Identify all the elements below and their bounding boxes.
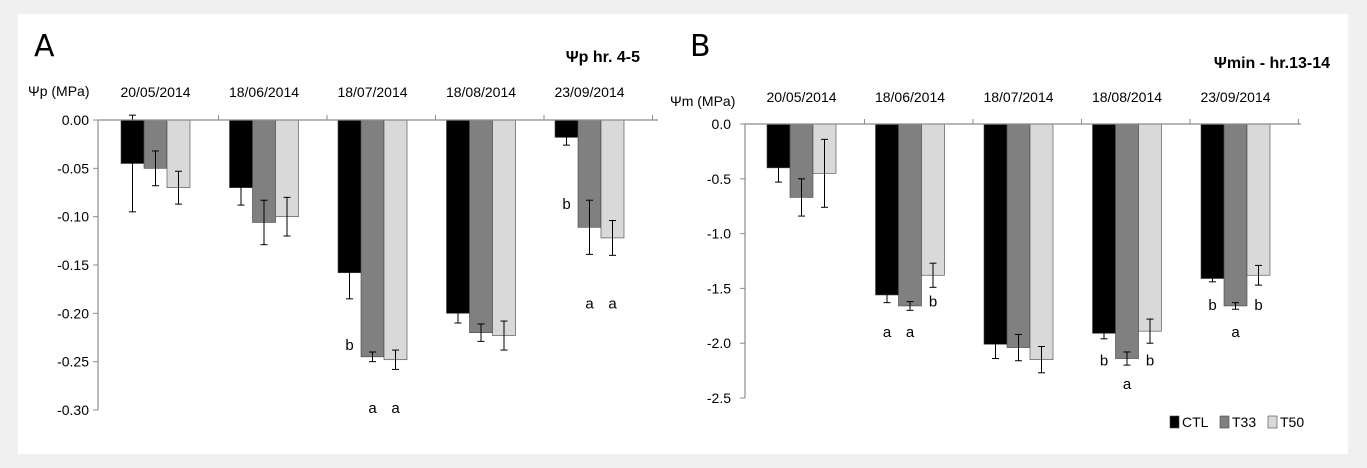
- panel-b-bar-t50: [1029, 123, 1054, 360]
- panel-b-title: Ψmin - hr.13-14: [1214, 55, 1330, 72]
- panel-b-y-tick-label: -2.5: [707, 390, 731, 406]
- panel-b-category-label: 20/05/2014: [766, 89, 836, 105]
- panel-a-bar-t50: [492, 119, 516, 336]
- panel-a-y-tick-label: 0.00: [62, 112, 89, 128]
- legend-swatch-t50: [1267, 415, 1278, 429]
- legend-swatch-t33: [1219, 415, 1230, 429]
- panel-a-significance-label: a: [391, 400, 400, 417]
- panel-b-letter: B: [690, 29, 711, 64]
- panel-a-y-axis-label: Ψp (MPa): [28, 83, 89, 99]
- panel-a-significance-label: a: [368, 400, 377, 417]
- panel-a-category-label: 18/08/2014: [446, 84, 516, 100]
- panel-b-y-tick-label: -1.5: [707, 280, 731, 296]
- panel-b-y-tick-label: -1.0: [707, 226, 731, 242]
- panel-b-significance-label: b: [1254, 297, 1262, 314]
- panel-b-bar-ctl: [875, 123, 899, 296]
- panel-b-y-tick-label: -2.0: [707, 335, 731, 351]
- panel-b-category-label: 23/09/2014: [1200, 89, 1270, 105]
- panel-a-y-tick-label: -0.30: [57, 402, 89, 418]
- panel-b-significance-label: a: [883, 324, 892, 341]
- panel-b-bar-ctl: [1092, 123, 1116, 334]
- panel-a-y-tick-label: -0.25: [57, 354, 89, 370]
- panel-b-bar-t33: [1115, 123, 1139, 359]
- panel-b-category-label: 18/08/2014: [1092, 89, 1162, 105]
- panel-b-bar-t50: [1138, 123, 1162, 332]
- panel-a-category-label: 23/09/2014: [554, 84, 624, 100]
- panel-b-category-label: 18/07/2014: [983, 89, 1053, 105]
- panel-a-category-label: 18/07/2014: [337, 84, 407, 100]
- panel-b-bar-ctl: [1200, 123, 1225, 279]
- panel-b-y-tick-label: -0.5: [707, 171, 731, 187]
- panel-a-y-tick-label: -0.10: [57, 209, 89, 225]
- panel-b-category-label: 18/06/2014: [875, 89, 945, 105]
- bar-chart-figure: A Ψp hr. 4-5 Ψp (MPa) 20/05/2014 18/06/2014 1…: [28, 29, 1330, 430]
- panel-b-bar-t33: [898, 123, 922, 307]
- panel-a-title: Ψp hr. 4-5: [566, 49, 640, 66]
- panel-b-bar-ctl: [983, 123, 1008, 345]
- panel-b-bar-t33: [1223, 123, 1248, 307]
- panel-a-significance-label: b: [345, 337, 353, 354]
- panel-a-y-tick-label: -0.15: [57, 257, 89, 273]
- legend-label-t50: T50: [1280, 414, 1304, 430]
- panel-a-y-tick-label: -0.05: [57, 160, 89, 176]
- panel-b-significance-label: b: [929, 294, 937, 311]
- panel-a-significance-label: a: [608, 296, 617, 313]
- panel-b-bar-t33: [1006, 123, 1031, 348]
- panel-b-significance-label: b: [1208, 297, 1216, 314]
- panel-a-bar-ctl: [446, 119, 470, 314]
- panel-b-y-axis-label: Ψm (MPa): [670, 93, 735, 109]
- panel-a-bar-t33: [469, 119, 493, 333]
- panel-b-bar-t50: [1246, 123, 1271, 276]
- panel-a-bar-t33: [360, 119, 385, 358]
- panel-a-category-label: 20/05/2014: [120, 84, 190, 100]
- panel-b-y-tick-label: 0.0: [712, 116, 732, 132]
- panel-a-letter: A: [34, 29, 55, 64]
- panel-a-significance-label: b: [562, 196, 570, 213]
- legend-label-t33: T33: [1232, 414, 1256, 430]
- figure: A Ψp hr. 4-5 Ψp (MPa) 20/05/2014 18/06/2014 1…: [18, 14, 1348, 454]
- panel-b-significance-label: a: [906, 324, 915, 341]
- panel-a-category-label: 18/06/2014: [229, 84, 299, 100]
- legend-label-ctl: CTL: [1182, 414, 1209, 430]
- panel-b-significance-label: b: [1146, 353, 1154, 370]
- panel-a-bar-t50: [383, 119, 408, 361]
- panel-a-significance-label: a: [585, 296, 594, 313]
- legend-swatch-ctl: [1169, 415, 1180, 429]
- panel-a-y-tick-label: -0.20: [57, 305, 89, 321]
- panel-b-significance-label: a: [1231, 324, 1240, 341]
- panel-b-significance-label: a: [1123, 376, 1132, 393]
- panel-b-bar-t50: [921, 123, 945, 276]
- panel-b-significance-label: b: [1100, 353, 1108, 370]
